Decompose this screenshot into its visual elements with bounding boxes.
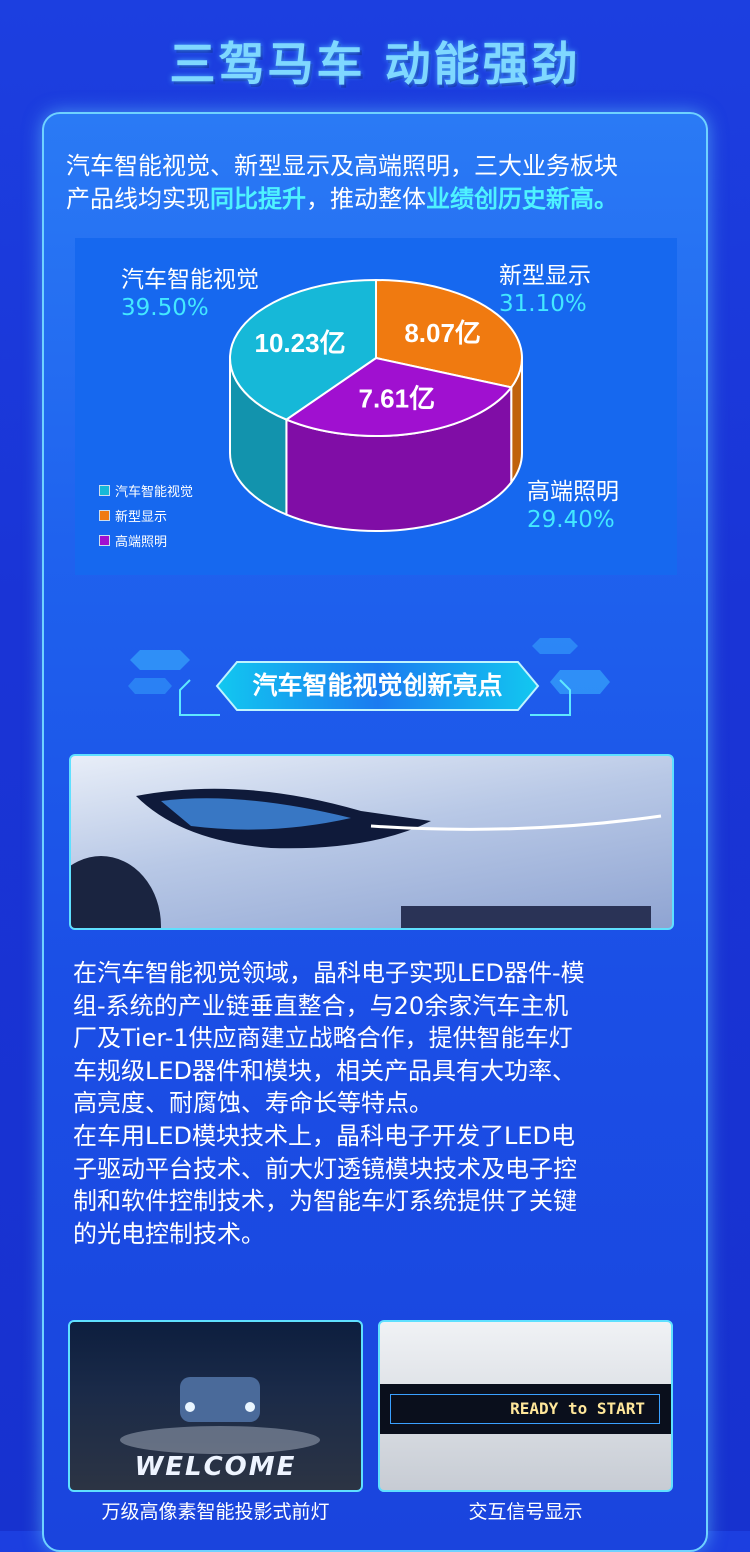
highlight-text: 业绩创历史新高。 xyxy=(426,185,618,213)
pie-chart-box: 8.07亿 7.61亿 10.23亿 汽车智能视觉 39.50% 新型显示 31.1… xyxy=(75,238,677,575)
slice-percent: 29.40% xyxy=(527,507,615,533)
slice-name: 高端照明 xyxy=(527,479,619,505)
slice-label-0: 汽车智能视觉 39.50% xyxy=(121,266,259,322)
intro-text: 汽车智能视觉、新型显示及高端照明，三大业务板块 产品线均实现同比提升，推动整体业… xyxy=(66,150,696,216)
slice-value-label: 10.23亿 xyxy=(255,328,346,358)
body-line: 子驱动平台技术、前大灯透镜模块技术及电子控 xyxy=(73,1154,577,1183)
legend-swatch xyxy=(99,510,110,521)
road-car-illustration xyxy=(120,1377,320,1454)
slice-value-label: 8.07亿 xyxy=(404,318,481,348)
signal-display-image: READY to START xyxy=(378,1320,673,1492)
body-line: 在汽车智能视觉领域，晶科电子实现LED器件-模 xyxy=(73,959,585,987)
legend-label: 汽车智能视觉 xyxy=(115,485,194,500)
display-strip xyxy=(380,1384,671,1434)
legend-item: 新型显示 xyxy=(99,503,193,528)
highlight-text: 同比提升 xyxy=(210,185,306,213)
gallery-caption: 万级高像素智能投影式前灯 xyxy=(101,1501,330,1523)
body-line: 在车用LED模块技术上，晶科电子开发了LED电 xyxy=(73,1121,576,1150)
body-line: 厂及Tier-1供应商建立战略合作，提供智能车灯 xyxy=(73,1024,573,1053)
slice-label-1: 新型显示 31.10% xyxy=(499,262,591,318)
intro-line-2: 产品线均实现同比提升，推动整体业绩创历史新高。 xyxy=(66,183,696,216)
pie-slice-0 xyxy=(229,278,377,421)
section-title: 汽车智能视觉创新亮点 xyxy=(252,671,503,700)
legend-swatch xyxy=(99,535,110,546)
slice-value-label: 7.61亿 xyxy=(358,383,435,413)
slice-label-2: 高端照明 29.40% xyxy=(527,478,619,534)
gallery-caption: 交互信号显示 xyxy=(468,1501,583,1523)
body-line: 的光电控制技术。 xyxy=(73,1219,265,1248)
chart-legend: 汽车智能视觉 新型显示 高端照明 xyxy=(99,478,193,553)
pie-slice-2 xyxy=(284,356,513,437)
intro-text-part: 产品线均实现 xyxy=(66,185,210,213)
headlight-illustration xyxy=(71,788,662,928)
body-line: 高亮度、耐腐蚀、寿命长等特点。 xyxy=(73,1089,433,1118)
body-line: 组-系统的产业链垂直整合，与20余家汽车主机 xyxy=(73,991,569,1020)
legend-item: 高端照明 xyxy=(99,528,193,553)
body-line: 制和软件控制技术，为智能车灯系统提供了关键 xyxy=(73,1187,577,1216)
slice-name: 新型显示 xyxy=(499,263,591,289)
ready-to-start-text: READY to START xyxy=(390,1394,660,1424)
intro-text-part: ，推动整体 xyxy=(306,185,426,213)
welcome-projection-text: WELCOME xyxy=(134,1452,297,1482)
body-line: 车规级LED器件和模块，相关产品具有大功率、 xyxy=(73,1056,577,1085)
section-banner xyxy=(215,661,540,711)
intro-line-1: 汽车智能视觉、新型显示及高端照明，三大业务板块 xyxy=(66,152,618,180)
slice-name: 汽车智能视觉 xyxy=(121,267,259,293)
legend-swatch xyxy=(99,485,110,496)
pie-slice-1 xyxy=(375,278,523,389)
legend-label: 高端照明 xyxy=(115,535,168,550)
pie-chart: 8.07亿 7.61亿 10.23亿 xyxy=(229,278,523,532)
slice-percent: 39.50% xyxy=(121,295,209,321)
legend-item: 汽车智能视觉 xyxy=(99,478,193,503)
legend-label: 新型显示 xyxy=(115,510,168,525)
slice-percent: 31.10% xyxy=(499,291,587,317)
projection-headlight-image: WELCOME xyxy=(68,1320,363,1492)
car-headlight-image xyxy=(69,754,674,930)
section-decoration xyxy=(128,638,610,716)
page-title: 三驾马车 动能强劲 xyxy=(169,37,581,91)
body-text: 在汽车智能视觉领域，晶科电子实现LED器件-模 组-系统的产业链垂直整合，与20… xyxy=(73,957,683,1250)
